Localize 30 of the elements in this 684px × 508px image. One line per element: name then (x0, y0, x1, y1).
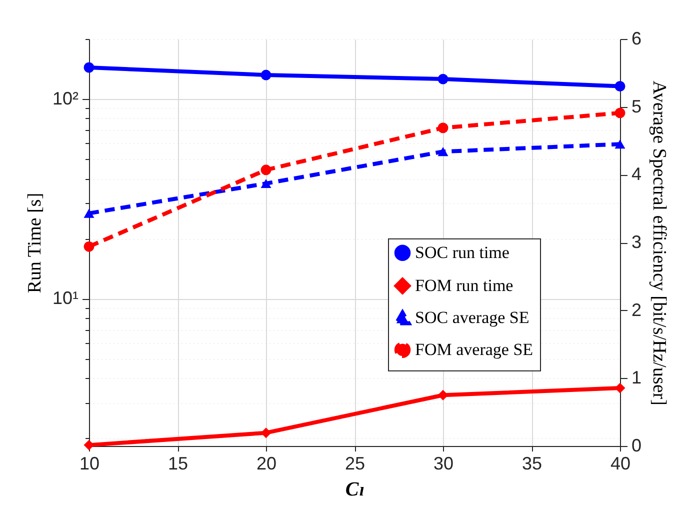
x-tick-label: 40 (610, 454, 631, 474)
legend-label: FOM run time (415, 276, 514, 295)
legend-label: FOM average SE (415, 340, 534, 359)
y2-tick-label: 3 (632, 232, 642, 252)
y2-tick-label: 4 (632, 164, 642, 184)
y2-tick-label: 6 (632, 28, 642, 48)
point (614, 382, 626, 394)
y-tick-label: 10¹ (52, 288, 79, 308)
point (438, 74, 448, 84)
point (614, 81, 626, 92)
x-tick-label: 30 (433, 454, 454, 474)
y2-tick-label: 2 (632, 300, 642, 320)
legend-label: SOC average SE (415, 308, 530, 327)
y-tick-label: 10² (52, 88, 79, 109)
y2-tick-label: 5 (632, 96, 642, 116)
x-tick-label: 35 (522, 454, 542, 474)
x-tick-label: 15 (168, 454, 188, 474)
x-tick-label: 10 (79, 454, 100, 474)
point (260, 428, 272, 438)
x-axis-title: Cₗ (345, 478, 365, 500)
y2-tick-label: 0 (632, 436, 642, 456)
point (260, 70, 272, 80)
x-tick-label: 20 (256, 454, 277, 474)
legend-label: SOC run time (415, 242, 510, 262)
y2-axis-title: Average Spectral efficiency [bit/s/Hz/user] (648, 80, 670, 406)
x-tick-label: 25 (344, 454, 366, 474)
y-axis-title: Run Time [s] (24, 192, 46, 294)
point (84, 62, 94, 73)
point (84, 440, 94, 450)
y2-tick-label: 1 (632, 368, 642, 388)
